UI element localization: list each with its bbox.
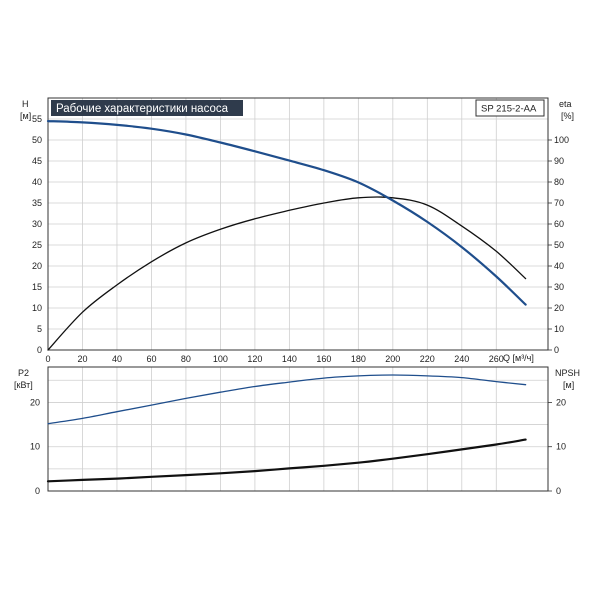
x-axis-label: Q [м³/ч] <box>503 353 534 363</box>
y-left-tick-label: 15 <box>32 282 42 292</box>
y-right-axis-label: eta <box>559 99 572 109</box>
y-left-tick-label: 50 <box>32 135 42 145</box>
npsh-tick-label: 20 <box>556 397 566 407</box>
top-panel: Рабочие характеристики насоса SP 215-2-A… <box>20 97 574 364</box>
x-tick-label: 240 <box>454 354 469 364</box>
x-tick-label: 160 <box>316 354 331 364</box>
x-tick-label: 180 <box>351 354 366 364</box>
y-right-tick-label: 10 <box>554 324 564 334</box>
y-left-tick-label: 10 <box>32 303 42 313</box>
x-tick-label: 0 <box>45 354 50 364</box>
y-left-tick-label: 30 <box>32 219 42 229</box>
x-tick-label: 220 <box>420 354 435 364</box>
npsh-axis-label: NPSH <box>555 368 580 378</box>
npsh-tick-label: 10 <box>556 442 566 452</box>
x-tick-label: 140 <box>282 354 297 364</box>
npsh-axis-unit: [м] <box>563 380 574 390</box>
y-right-tick-label: 100 <box>554 135 569 145</box>
y-left-tick-label: 25 <box>32 240 42 250</box>
y-right-axis-unit: [%] <box>561 111 574 121</box>
x-tick-label: 200 <box>385 354 400 364</box>
chart-title-box <box>51 100 243 116</box>
bottom-grid <box>48 367 548 491</box>
p2-tick-label: 20 <box>30 397 40 407</box>
x-tick-label: 260 <box>489 354 504 364</box>
y-right-tick-label: 60 <box>554 219 564 229</box>
x-tick-label: 120 <box>247 354 262 364</box>
npsh-curve <box>46 438 527 483</box>
model-label-box <box>475 99 545 117</box>
p2-tick-label: 0 <box>35 486 40 496</box>
y-right-tick-label: 50 <box>554 240 564 250</box>
bottom-panel: P2 [кВт] NPSH [м] 0 10 20 0 10 20 <box>14 366 580 496</box>
y-left-tick-label: 55 <box>32 114 42 124</box>
y-left-tick-label: 0 <box>37 345 42 355</box>
power-curve <box>47 374 527 425</box>
y-right-tick-label: 20 <box>554 303 564 313</box>
x-tick-label: 20 <box>77 354 87 364</box>
y-left-tick-label: 35 <box>32 198 42 208</box>
y-left-axis-unit: [м] <box>20 111 31 121</box>
bottom-series <box>46 374 527 483</box>
y-right-tick-label: 80 <box>554 177 564 187</box>
npsh-tick-label: 0 <box>556 486 561 496</box>
y-left-tick-label: 20 <box>32 261 42 271</box>
chart-title: Рабочие характеристики насоса <box>56 103 229 115</box>
y-right-tick-label: 90 <box>554 156 564 166</box>
y-left-tick-label: 40 <box>32 177 42 187</box>
x-tick-label: 100 <box>213 354 228 364</box>
x-tick-label: 60 <box>146 354 156 364</box>
y-left-tick-label: 5 <box>37 324 42 334</box>
x-tick-label: 40 <box>112 354 122 364</box>
top-tick-labels: 0 20 40 60 80 100 120 140 160 180 200 220 240 2600510… <box>32 114 569 364</box>
y-right-tick-label: 30 <box>554 282 564 292</box>
y-left-axis-label: H <box>22 99 29 109</box>
efficiency-curve <box>47 196 527 351</box>
x-tick-label: 80 <box>181 354 191 364</box>
head-curve <box>46 120 527 306</box>
bottom-tick-labels: 0 10 20 0 10 20 <box>30 397 566 496</box>
y-right-tick-label: 70 <box>554 198 564 208</box>
y-right-tick-label: 0 <box>554 345 559 355</box>
p2-axis-label: P2 <box>18 368 29 378</box>
y-right-tick-label: 40 <box>554 261 564 271</box>
y-left-tick-label: 45 <box>32 156 42 166</box>
model-label: SP 215-2-AA <box>481 104 537 115</box>
top-grid <box>48 98 548 350</box>
top-series <box>46 120 527 351</box>
bottom-plot-frame <box>47 366 549 492</box>
p2-axis-unit: [кВт] <box>14 380 33 390</box>
p2-tick-label: 10 <box>30 442 40 452</box>
